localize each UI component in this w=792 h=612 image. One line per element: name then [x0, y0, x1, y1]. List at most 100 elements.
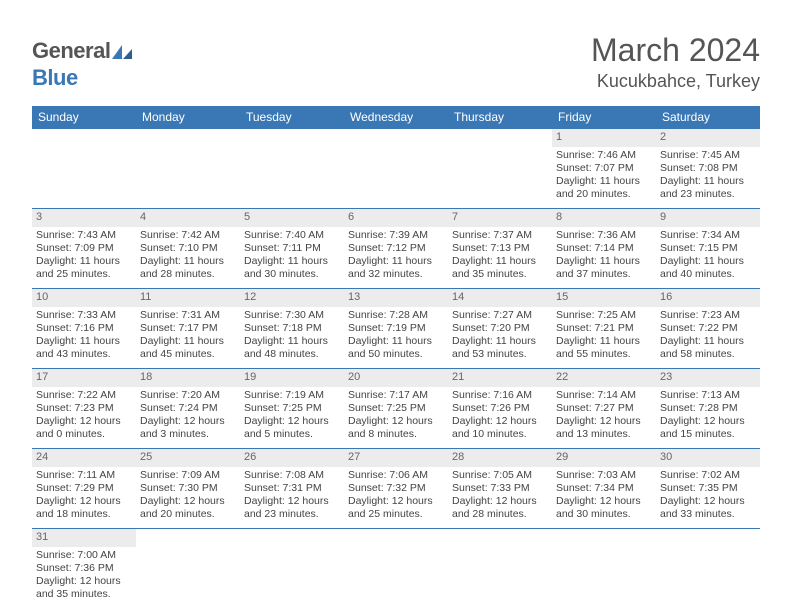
daylight-text: and 28 minutes.	[452, 508, 548, 521]
sunrise-text: Sunrise: 7:25 AM	[556, 309, 652, 322]
daylight-text: and 43 minutes.	[36, 348, 132, 361]
logo-sail-icon	[112, 39, 134, 65]
calendar-cell	[136, 129, 240, 209]
calendar-cell: 16Sunrise: 7:23 AMSunset: 7:22 PMDayligh…	[656, 289, 760, 369]
daylight-text: Daylight: 11 hours	[244, 335, 340, 348]
sunrise-text: Sunrise: 7:09 AM	[140, 469, 236, 482]
calendar-cell: 27Sunrise: 7:06 AMSunset: 7:32 PMDayligh…	[344, 449, 448, 529]
calendar-cell: 6Sunrise: 7:39 AMSunset: 7:12 PMDaylight…	[344, 209, 448, 289]
daylight-text: and 28 minutes.	[140, 268, 236, 281]
daylight-text: and 25 minutes.	[36, 268, 132, 281]
calendar-cell: 29Sunrise: 7:03 AMSunset: 7:34 PMDayligh…	[552, 449, 656, 529]
daylight-text: Daylight: 12 hours	[140, 495, 236, 508]
sunrise-text: Sunrise: 7:08 AM	[244, 469, 340, 482]
daylight-text: Daylight: 11 hours	[556, 175, 652, 188]
sunrise-text: Sunrise: 7:05 AM	[452, 469, 548, 482]
calendar-cell	[344, 129, 448, 209]
calendar-cell: 19Sunrise: 7:19 AMSunset: 7:25 PMDayligh…	[240, 369, 344, 449]
daylight-text: Daylight: 11 hours	[140, 255, 236, 268]
sunrise-text: Sunrise: 7:36 AM	[556, 229, 652, 242]
sunrise-text: Sunrise: 7:42 AM	[140, 229, 236, 242]
calendar-cell: 2Sunrise: 7:45 AMSunset: 7:08 PMDaylight…	[656, 129, 760, 209]
daylight-text: Daylight: 11 hours	[140, 335, 236, 348]
daylight-text: Daylight: 12 hours	[348, 495, 444, 508]
day-number: 31	[32, 529, 136, 547]
daylight-text: Daylight: 12 hours	[452, 495, 548, 508]
sunset-text: Sunset: 7:11 PM	[244, 242, 340, 255]
sunrise-text: Sunrise: 7:06 AM	[348, 469, 444, 482]
calendar-cell	[448, 129, 552, 209]
day-number: 30	[656, 449, 760, 467]
day-number: 7	[448, 209, 552, 227]
calendar-cell: 18Sunrise: 7:20 AMSunset: 7:24 PMDayligh…	[136, 369, 240, 449]
day-number: 4	[136, 209, 240, 227]
calendar-cell: 15Sunrise: 7:25 AMSunset: 7:21 PMDayligh…	[552, 289, 656, 369]
daylight-text: Daylight: 12 hours	[140, 415, 236, 428]
logo-text-blue: Blue	[32, 65, 78, 90]
day-number: 10	[32, 289, 136, 307]
daylight-text: and 30 minutes.	[556, 508, 652, 521]
day-number: 14	[448, 289, 552, 307]
calendar-cell	[136, 529, 240, 609]
sunset-text: Sunset: 7:10 PM	[140, 242, 236, 255]
calendar-cell: 1Sunrise: 7:46 AMSunset: 7:07 PMDaylight…	[552, 129, 656, 209]
sunrise-text: Sunrise: 7:20 AM	[140, 389, 236, 402]
daylight-text: and 45 minutes.	[140, 348, 236, 361]
daylight-text: Daylight: 12 hours	[556, 415, 652, 428]
sunset-text: Sunset: 7:36 PM	[36, 562, 132, 575]
weekday-header: Tuesday	[240, 106, 344, 129]
calendar-cell: 25Sunrise: 7:09 AMSunset: 7:30 PMDayligh…	[136, 449, 240, 529]
calendar-cell: 4 Sunrise: 7:42 AMSunset: 7:10 PMDaylight…	[136, 209, 240, 289]
daylight-text: and 32 minutes.	[348, 268, 444, 281]
day-number: 22	[552, 369, 656, 387]
sunrise-text: Sunrise: 7:34 AM	[660, 229, 756, 242]
calendar-cell: 31Sunrise: 7:00 AMSunset: 7:36 PMDayligh…	[32, 529, 136, 609]
sunset-text: Sunset: 7:18 PM	[244, 322, 340, 335]
calendar-cell: 21Sunrise: 7:16 AMSunset: 7:26 PMDayligh…	[448, 369, 552, 449]
calendar-cell: 13Sunrise: 7:28 AMSunset: 7:19 PMDayligh…	[344, 289, 448, 369]
daylight-text: and 5 minutes.	[244, 428, 340, 441]
day-number: 28	[448, 449, 552, 467]
daylight-text: and 40 minutes.	[660, 268, 756, 281]
calendar-row: 10Sunrise: 7:33 AMSunset: 7:16 PMDayligh…	[32, 289, 760, 369]
sunrise-text: Sunrise: 7:03 AM	[556, 469, 652, 482]
calendar-cell: 23Sunrise: 7:13 AMSunset: 7:28 PMDayligh…	[656, 369, 760, 449]
daylight-text: and 13 minutes.	[556, 428, 652, 441]
calendar-cell	[240, 129, 344, 209]
day-number: 8	[552, 209, 656, 227]
sunset-text: Sunset: 7:28 PM	[660, 402, 756, 415]
calendar-cell: 22Sunrise: 7:14 AMSunset: 7:27 PMDayligh…	[552, 369, 656, 449]
daylight-text: Daylight: 11 hours	[36, 255, 132, 268]
daylight-text: and 3 minutes.	[140, 428, 236, 441]
day-number: 26	[240, 449, 344, 467]
calendar-row: 17Sunrise: 7:22 AMSunset: 7:23 PMDayligh…	[32, 369, 760, 449]
daylight-text: Daylight: 11 hours	[348, 255, 444, 268]
calendar-row: 1Sunrise: 7:46 AMSunset: 7:07 PMDaylight…	[32, 129, 760, 209]
sunset-text: Sunset: 7:16 PM	[36, 322, 132, 335]
daylight-text: and 23 minutes.	[244, 508, 340, 521]
sunset-text: Sunset: 7:27 PM	[556, 402, 652, 415]
sunset-text: Sunset: 7:21 PM	[556, 322, 652, 335]
day-number: 23	[656, 369, 760, 387]
calendar-cell	[552, 529, 656, 609]
sunset-text: Sunset: 7:35 PM	[660, 482, 756, 495]
daylight-text: Daylight: 12 hours	[36, 575, 132, 588]
calendar-cell	[32, 129, 136, 209]
sunset-text: Sunset: 7:07 PM	[556, 162, 652, 175]
sunrise-text: Sunrise: 7:37 AM	[452, 229, 548, 242]
daylight-text: and 18 minutes.	[36, 508, 132, 521]
daylight-text: and 8 minutes.	[348, 428, 444, 441]
sunrise-text: Sunrise: 7:23 AM	[660, 309, 756, 322]
header: General Blue March 2024 Kucukbahce, Turk…	[32, 32, 760, 92]
weekday-header: Saturday	[656, 106, 760, 129]
sunset-text: Sunset: 7:25 PM	[348, 402, 444, 415]
sunset-text: Sunset: 7:15 PM	[660, 242, 756, 255]
sunset-text: Sunset: 7:23 PM	[36, 402, 132, 415]
sunrise-text: Sunrise: 7:43 AM	[36, 229, 132, 242]
sunrise-text: Sunrise: 7:40 AM	[244, 229, 340, 242]
day-number: 16	[656, 289, 760, 307]
calendar-cell: 14Sunrise: 7:27 AMSunset: 7:20 PMDayligh…	[448, 289, 552, 369]
daylight-text: Daylight: 12 hours	[36, 415, 132, 428]
calendar-row: 24Sunrise: 7:11 AMSunset: 7:29 PMDayligh…	[32, 449, 760, 529]
day-number: 11	[136, 289, 240, 307]
